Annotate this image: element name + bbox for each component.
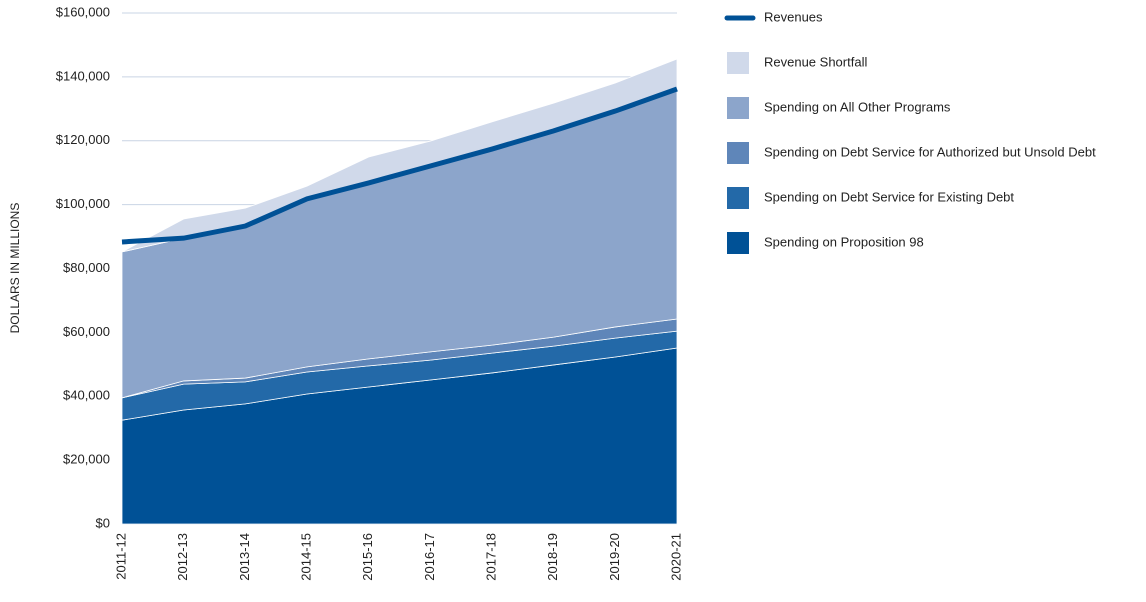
x-tick-label: 2011-12: [113, 533, 128, 580]
legend-label: Spending on Debt Service for Authorized …: [764, 144, 1096, 159]
y-tick-label: $160,000: [56, 4, 110, 19]
legend-swatch: [727, 52, 749, 74]
legend-swatch: [727, 187, 749, 209]
y-tick-label: $60,000: [63, 324, 110, 339]
legend-label: Revenues: [764, 9, 823, 24]
x-tick-label: 2013-14: [237, 533, 252, 581]
y-tick-label: $40,000: [63, 388, 110, 403]
legend-label: Revenue Shortfall: [764, 54, 867, 69]
legend-label: Spending on All Other Programs: [764, 99, 951, 114]
legend-label: Spending on Debt Service for Existing De…: [764, 189, 1014, 204]
line: [121, 86, 678, 245]
x-tick-label: 2019-20: [607, 533, 622, 581]
x-tick-label: 2014-15: [298, 533, 313, 581]
legend-swatch: [727, 142, 749, 164]
y-tick-label: $20,000: [63, 452, 110, 467]
x-tick-label: 2018-19: [545, 533, 560, 581]
y-tick-label: $80,000: [63, 260, 110, 275]
y-tick-label: $140,000: [56, 68, 110, 83]
y-tick-label: $0: [96, 515, 110, 530]
legend-swatch: [727, 232, 749, 254]
x-tick-label: 2020-21: [668, 533, 683, 581]
x-tick-label: 2012-13: [175, 533, 190, 581]
legend-label: Spending on Proposition 98: [764, 234, 924, 249]
x-tick-label: 2017-18: [483, 533, 498, 581]
y-axis-label: DOLLARS IN MILLIONS: [8, 203, 22, 334]
x-tick-label: 2016-17: [422, 533, 437, 581]
y-tick-label: $120,000: [56, 132, 110, 147]
legend-swatch: [727, 97, 749, 119]
y-tick-label: $100,000: [56, 196, 110, 211]
x-tick-label: 2015-16: [360, 533, 375, 581]
